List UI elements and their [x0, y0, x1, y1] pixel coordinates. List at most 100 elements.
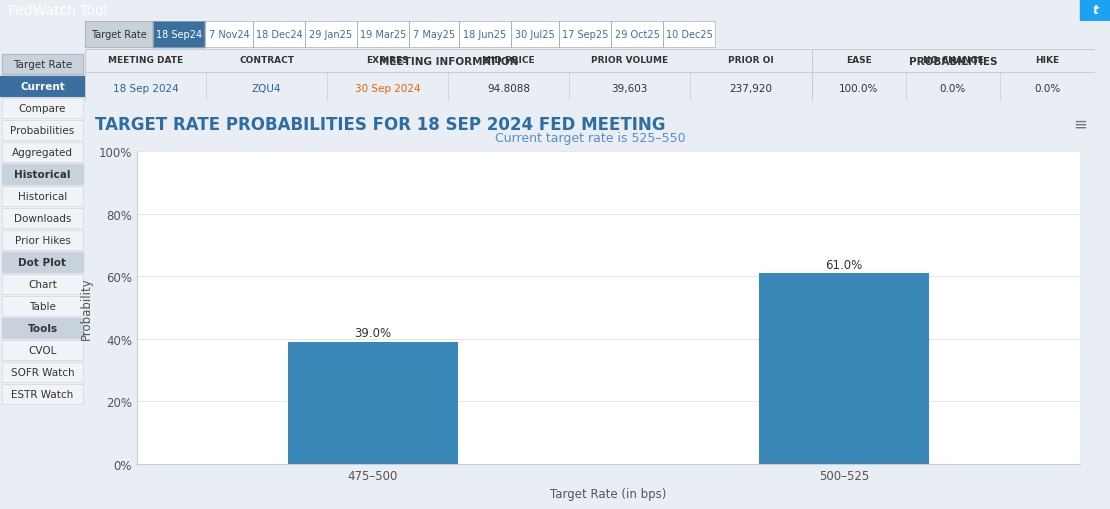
Bar: [2, 318, 83, 338]
Text: Dot Plot: Dot Plot: [19, 258, 67, 267]
Bar: [759, 273, 929, 464]
Bar: [1080, 0, 1110, 22]
Bar: [2, 384, 83, 404]
Bar: [2, 231, 83, 250]
Text: FedWatch Tool: FedWatch Tool: [8, 4, 108, 18]
Bar: [663, 22, 715, 48]
Bar: [2, 362, 83, 382]
Text: Probabilities: Probabilities: [10, 126, 74, 136]
Bar: [559, 22, 611, 48]
Text: 18 Sep24: 18 Sep24: [155, 30, 202, 40]
Text: Downloads: Downloads: [13, 214, 71, 223]
Text: 30 Sep 2024: 30 Sep 2024: [355, 84, 421, 94]
Text: Prior Hikes: Prior Hikes: [14, 236, 70, 245]
Text: 39.0%: 39.0%: [354, 327, 392, 340]
Bar: [287, 342, 457, 464]
Text: 94.8088: 94.8088: [487, 84, 529, 94]
Bar: [2, 231, 83, 250]
Text: ≡: ≡: [1073, 116, 1087, 134]
Text: NO CHANGE: NO CHANGE: [922, 56, 983, 65]
Bar: [610, 22, 663, 48]
Text: Aggregated: Aggregated: [12, 148, 73, 158]
Text: 100.0%: 100.0%: [839, 84, 879, 94]
Bar: [2, 384, 83, 404]
Bar: [253, 22, 305, 48]
Text: 29 Oct25: 29 Oct25: [615, 30, 659, 40]
Text: 0.0%: 0.0%: [940, 84, 966, 94]
Text: 29 Jan25: 29 Jan25: [310, 30, 353, 40]
Bar: [2, 274, 83, 294]
Text: 237,920: 237,920: [729, 84, 773, 94]
Text: 7 May25: 7 May25: [413, 30, 455, 40]
Bar: [2, 121, 83, 140]
Bar: [460, 22, 511, 48]
X-axis label: Target Rate (in bps): Target Rate (in bps): [551, 488, 667, 500]
Text: CVOL: CVOL: [29, 345, 57, 355]
Text: EASE: EASE: [846, 56, 871, 65]
Bar: [85, 22, 153, 48]
Text: 30 Jul25: 30 Jul25: [515, 30, 555, 40]
Bar: [2, 143, 83, 163]
Text: 10 Dec25: 10 Dec25: [666, 30, 713, 40]
Bar: [305, 22, 357, 48]
Bar: [2, 362, 83, 382]
Text: Tools: Tools: [28, 323, 58, 333]
Bar: [2, 296, 83, 317]
Bar: [205, 22, 253, 48]
Text: PRIOR OI: PRIOR OI: [728, 56, 774, 65]
Bar: [2, 341, 83, 360]
Bar: [153, 22, 205, 48]
Bar: [2, 341, 83, 360]
Bar: [0, 77, 85, 97]
Text: Chart: Chart: [28, 279, 57, 290]
Bar: [2, 165, 83, 185]
Text: PRIOR VOLUME: PRIOR VOLUME: [591, 56, 668, 65]
Text: Current target rate is 525–550: Current target rate is 525–550: [495, 132, 685, 145]
Text: Current: Current: [20, 82, 64, 92]
Text: Historical: Historical: [18, 191, 67, 202]
Bar: [511, 22, 559, 48]
Text: 7 Nov24: 7 Nov24: [209, 30, 250, 40]
Text: CONTRACT: CONTRACT: [239, 56, 294, 65]
Text: HIKE: HIKE: [1036, 56, 1060, 65]
Bar: [153, 22, 205, 48]
Bar: [408, 22, 460, 48]
Bar: [85, 22, 153, 48]
Bar: [511, 22, 559, 48]
Text: 17 Sep25: 17 Sep25: [562, 30, 608, 40]
Bar: [460, 22, 511, 48]
Bar: [2, 121, 83, 140]
Bar: [2, 296, 83, 317]
Bar: [2, 143, 83, 163]
Text: ZQU4: ZQU4: [252, 84, 281, 94]
Bar: [663, 22, 715, 48]
Text: MEETING DATE: MEETING DATE: [108, 56, 183, 65]
Bar: [2, 99, 83, 119]
Bar: [253, 22, 305, 48]
Text: ESTR Watch: ESTR Watch: [11, 389, 73, 399]
Text: Historical: Historical: [14, 169, 71, 180]
Bar: [357, 22, 408, 48]
Text: t: t: [1092, 5, 1098, 17]
Bar: [2, 55, 83, 75]
Text: 39,603: 39,603: [612, 84, 648, 94]
Text: Target Rate: Target Rate: [13, 60, 72, 70]
Text: Table: Table: [29, 301, 56, 312]
Text: MID PRICE: MID PRICE: [482, 56, 535, 65]
Bar: [2, 252, 83, 272]
Bar: [408, 22, 460, 48]
Text: 0.0%: 0.0%: [1035, 84, 1061, 94]
Text: PROBABILITIES: PROBABILITIES: [909, 56, 998, 67]
Bar: [2, 209, 83, 229]
Bar: [2, 55, 83, 75]
Bar: [357, 22, 408, 48]
Text: TARGET RATE PROBABILITIES FOR 18 SEP 2024 FED MEETING: TARGET RATE PROBABILITIES FOR 18 SEP 202…: [95, 116, 666, 134]
Bar: [2, 274, 83, 294]
Text: MEETING INFORMATION: MEETING INFORMATION: [379, 56, 518, 67]
Bar: [305, 22, 357, 48]
Text: 18 Dec24: 18 Dec24: [255, 30, 302, 40]
Bar: [2, 187, 83, 207]
Text: 19 Mar25: 19 Mar25: [360, 30, 406, 40]
Y-axis label: Probability: Probability: [80, 276, 93, 339]
Text: Compare: Compare: [19, 104, 67, 114]
